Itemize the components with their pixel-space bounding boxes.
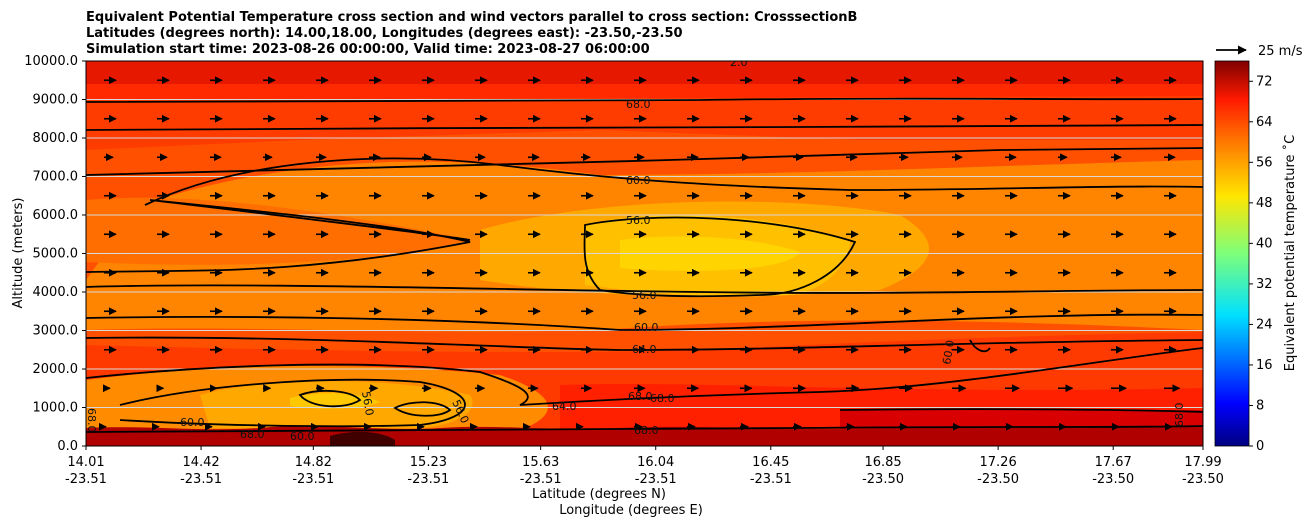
colorbar-tick-label: 40 (1256, 236, 1273, 251)
x-tick-label-lon: -23.51 (65, 472, 107, 487)
contour-60-upper (144, 157, 1203, 206)
contour-label: 68.0 (240, 428, 265, 441)
x-tick-label-lat: 17.26 (980, 455, 1017, 470)
contour-68-upper (86, 97, 1203, 103)
contour-64-upper (86, 147, 1203, 176)
contour-64-lower (86, 336, 1203, 351)
contour-label: 56.0 (632, 289, 657, 302)
x-tick-label-lat: 16.85 (864, 455, 901, 470)
y-tick-label: 7000.0 (33, 170, 79, 185)
quiver-key-label: 25 m/s (1258, 44, 1303, 59)
contour-label: 68.0 (1173, 403, 1186, 428)
contour-label: 60.0 (634, 321, 659, 334)
x-tick-label-lon: -23.51 (750, 472, 792, 487)
x-tick-label-lat: 17.67 (1095, 455, 1132, 470)
x-tick-label-lon: -23.50 (977, 472, 1019, 487)
contour-label: 60.0 (626, 174, 651, 187)
colorbar-tick-label: 32 (1256, 277, 1273, 292)
contour-label: 60.0 (940, 339, 957, 365)
chart-title-line-1: Equivalent Potential Temperature cross s… (86, 10, 857, 25)
colorbar-tick-label: 0 (1256, 439, 1264, 454)
left-wedge (86, 197, 470, 265)
y-axis-label: Altitude (meters) (11, 198, 26, 309)
contour-56-bubble-2 (393, 401, 452, 417)
contour-60-surface (119, 378, 466, 428)
x-tick-label-lat: 16.45 (752, 455, 789, 470)
x-tick-label-lat: 14.42 (182, 455, 219, 470)
red-band-8000 (86, 96, 1203, 150)
chart-title-line-3: Simulation start time: 2023-08-26 00:00:… (86, 42, 650, 57)
x-tick-label-lat: 15.23 (410, 455, 447, 470)
contour-label: 68.0 (650, 392, 675, 405)
contour-60-small (969, 339, 991, 353)
y-tick-label: 9000.0 (33, 93, 79, 108)
contour-label: 68.0 (626, 98, 651, 111)
contour-left-tongue (86, 199, 471, 273)
x-tick-label-lon: -23.51 (635, 472, 677, 487)
y-tick-label: 0.0 (57, 439, 78, 454)
contour-56-core (583, 216, 857, 298)
plot-area: 68.0 60.0 56.0 56.0 60.0 64.0 68.0 68.0 … (85, 56, 1203, 446)
y-tick-label: 10000.0 (24, 54, 78, 69)
chart-title-line-2: Latitudes (degrees north): 14.00,18.00, … (86, 26, 683, 41)
y-tick-label: 1000.0 (33, 401, 79, 416)
x-tick-label-lat: 16.04 (637, 455, 674, 470)
colorbar-tick-label: 8 (1256, 398, 1264, 413)
x-axis-label-lon: Longitude (degrees E) (559, 503, 703, 518)
x-tick-label-lon: -23.50 (862, 472, 904, 487)
x-tick-label-lat: 17.99 (1184, 455, 1221, 470)
colorbar-tick-label: 56 (1256, 155, 1273, 170)
contour-60-lower (86, 313, 1203, 331)
y-tick-label: 6000.0 (33, 208, 79, 223)
wind-vectors (98, 76, 1181, 431)
y-tick-label: 8000.0 (33, 131, 79, 146)
x-tick-label-lon: -23.51 (520, 472, 562, 487)
x-tick-label-lon: -23.50 (1182, 472, 1224, 487)
contour-68-right (839, 408, 1203, 413)
contour-label: 64.0 (632, 343, 657, 356)
y-tick-label: 2000.0 (33, 362, 79, 377)
contour-label: 68.0 (85, 408, 98, 433)
x-axis-label-lat: Latitude (degrees N) (532, 487, 666, 502)
contour-label: 60.0 (290, 430, 315, 443)
y-tick-label: 4000.0 (33, 285, 79, 300)
colorbar-ticks: 0 8 16 24 32 40 48 56 64 72 (1249, 74, 1273, 454)
colorbar-label: Equivalent potential temperature ˚C (1282, 135, 1298, 371)
contour-label: 68.0 (628, 390, 653, 403)
colorbar-tick-label: 24 (1256, 317, 1273, 332)
x-tick-label-lon: -23.51 (407, 472, 449, 487)
x-tick-label-lat: 14.01 (67, 455, 104, 470)
colorbar (1214, 60, 1250, 447)
contour-68-lower (86, 347, 1203, 406)
colorbar-tick-label: 16 (1256, 358, 1273, 373)
contour-label: 60.0 (180, 416, 205, 429)
colorbar-tick-label: 64 (1256, 115, 1273, 130)
contour-label: 2.0 (730, 56, 748, 69)
top-dark-band (86, 61, 1203, 84)
x-tick-label-lon: -23.51 (180, 472, 222, 487)
contour-label-group: 68.0 60.0 56.0 56.0 60.0 64.0 68.0 68.0 … (85, 56, 1186, 443)
colorbar-tick-label: 72 (1256, 74, 1273, 89)
y-tick-label: 5000.0 (33, 247, 79, 262)
y-axis: 0.0 1000.0 2000.0 3000.0 4000.0 5000.0 6000.0 7… (24, 54, 86, 454)
x-tick-label-lat: 15.63 (522, 455, 559, 470)
contour-lines (86, 97, 1203, 433)
contour-68-upper-2 (86, 124, 1203, 131)
y-tick-label: 3000.0 (33, 324, 79, 339)
x-tick-label-lat: 14.82 (295, 455, 332, 470)
contour-label: 64.0 (552, 400, 577, 413)
contour-label: 68.0 (634, 424, 659, 437)
x-tick-label-lon: -23.51 (292, 472, 334, 487)
x-axis: 14.01 -23.51 14.42 -23.51 14.82 -23.51 15.23 -2… (65, 446, 1224, 487)
colorbar-tick-label: 48 (1256, 196, 1273, 211)
contour-68-surface (86, 425, 1203, 433)
contour-label: 56.0 (626, 214, 651, 227)
contour-label: 56.0 (359, 390, 376, 416)
x-tick-label-lon: -23.50 (1092, 472, 1134, 487)
surface-black-patch (330, 431, 395, 446)
contour-60-mid (86, 284, 1203, 294)
